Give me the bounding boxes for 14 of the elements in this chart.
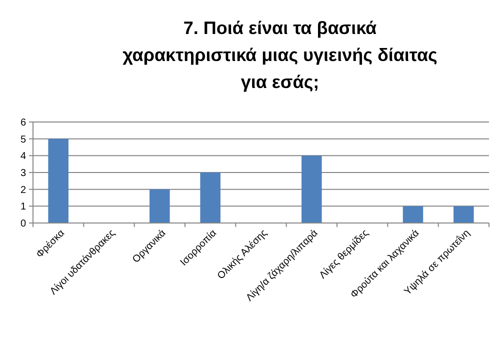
y-tick-label: 2	[20, 184, 26, 196]
bar	[200, 172, 220, 223]
y-tick-label: 1	[20, 202, 26, 213]
y-tick-label: 4	[20, 151, 26, 162]
bar	[150, 189, 170, 223]
bar	[48, 138, 68, 223]
bar	[402, 206, 424, 223]
y-tick-label: 3	[20, 168, 26, 179]
y-tick-label: 6	[20, 118, 26, 128]
y-tick-label: 5	[20, 134, 26, 146]
chart-title: 7. Ποιά είναι τα βασικά χαρακτηριστικά μιας υγιεινής δίαιτας για εσάς;	[122, 18, 438, 92]
y-tick-label: 0	[20, 218, 26, 230]
bar	[454, 206, 474, 223]
bar	[302, 156, 322, 223]
